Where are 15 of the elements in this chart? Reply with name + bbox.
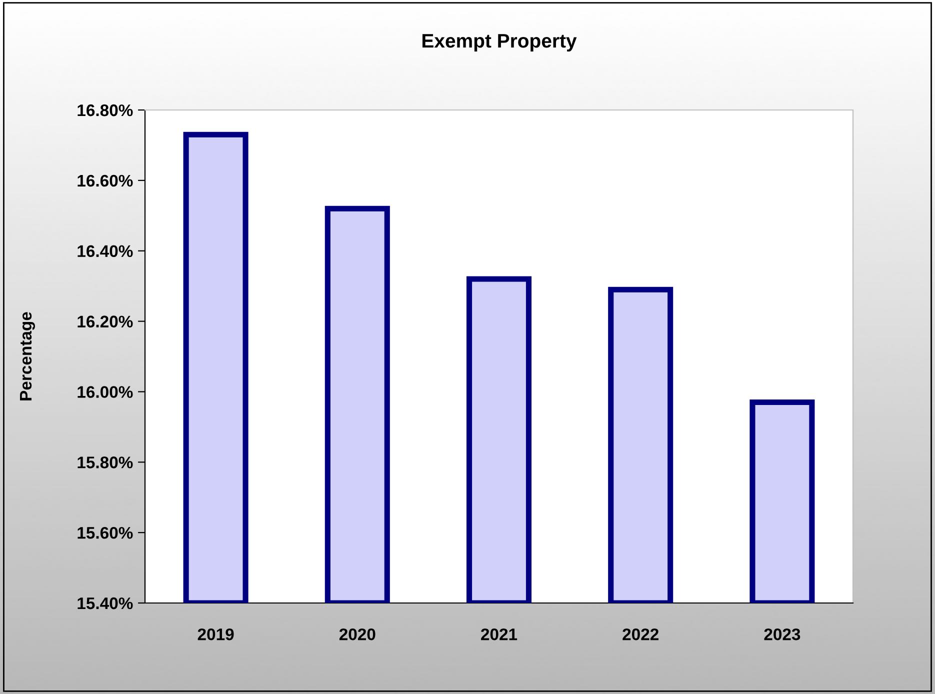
x-tick-label: 2019 — [198, 628, 234, 640]
y-tick-label: 16.80% — [78, 104, 133, 116]
chart-title: Exempt Property — [422, 34, 577, 52]
x-tick-label: 2021 — [481, 628, 518, 640]
y-tick-label: 15.60% — [78, 526, 133, 539]
x-tick-label: 2022 — [622, 628, 658, 640]
x-tick-label: 2020 — [339, 628, 376, 640]
y-tick-label: 16.60% — [78, 174, 133, 187]
y-tick-label: 15.40% — [78, 597, 133, 610]
x-tick-label: 2023 — [764, 628, 800, 640]
y-tick-label: 15.80% — [78, 456, 133, 468]
y-axis-title: Percentage — [20, 312, 36, 400]
y-tick-label: 16.40% — [78, 245, 133, 258]
y-tick-label: 16.00% — [78, 386, 133, 398]
y-tick-label: 16.20% — [78, 316, 133, 328]
